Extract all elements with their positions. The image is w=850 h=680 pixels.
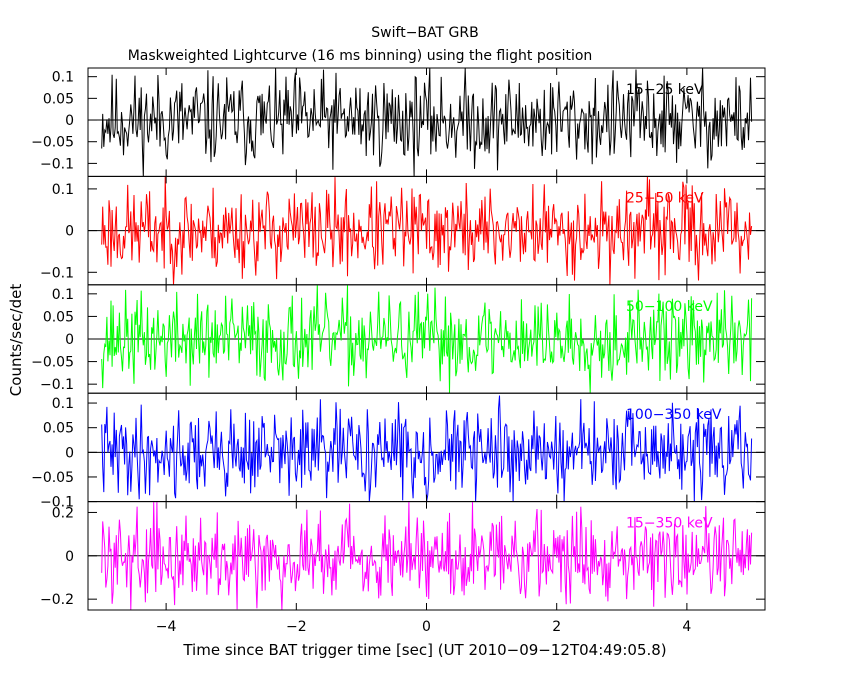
y-tick-label: −0.05 [31, 470, 74, 486]
chart-title: Swift−BAT GRB [371, 25, 478, 41]
panels-group: 15−25 keV 0.1 0.05 0 −0.05 −0.1 25−50 keV 0.1 0 −… [31, 67, 766, 611]
y-tick-label: 0 [65, 549, 74, 565]
y-tick-label: 0 [65, 113, 74, 129]
y-tick-label: −0.2 [40, 592, 74, 608]
y-tick-label: −0.05 [31, 355, 74, 371]
y-tick-label: 0.05 [43, 91, 74, 107]
y-tick-label: −0.1 [40, 156, 74, 172]
y-tick-label: −0.1 [40, 495, 74, 511]
series-line [101, 176, 753, 285]
x-tick-label: 4 [682, 619, 691, 635]
x-axis-label: Time since BAT trigger time [sec] (UT 20… [182, 641, 666, 659]
y-tick-label: 0.1 [52, 287, 74, 303]
y-tick-label: 0 [65, 224, 74, 240]
y-tick-label: 0 [65, 332, 74, 348]
band-label: 100−350 keV [626, 407, 722, 423]
y-tick-label: 0.1 [52, 396, 74, 412]
y-tick-label: 0.1 [52, 182, 74, 198]
band-label: 15−350 keV [626, 516, 713, 532]
band-label: 15−25 keV [626, 82, 704, 98]
panel-1: 15−25 keV 0.1 0.05 0 −0.05 −0.1 [31, 67, 766, 177]
y-tick-label: −0.1 [40, 265, 74, 281]
panel-5: 15−350 keV 0.2 0 −0.2 [40, 501, 766, 611]
x-tick-label: −2 [286, 619, 307, 635]
panel-3: 50−100 keV 0.1 0.05 0 −0.05 −0.1 [31, 284, 766, 394]
y-tick-label: 0.1 [52, 70, 74, 86]
y-tick-label: 0.05 [43, 309, 74, 325]
x-tick-label: −4 [156, 619, 177, 635]
panel-2: 25−50 keV 0.1 0 −0.1 [40, 175, 766, 286]
y-tick-label: 0.2 [52, 505, 74, 521]
panel-4: 100−350 keV 0.1 0.05 0 −0.05 −0.1 [31, 392, 766, 511]
series-line [101, 67, 753, 177]
x-tick-label: 0 [422, 619, 431, 635]
series-line [101, 501, 753, 611]
y-tick-label: −0.1 [40, 377, 74, 393]
y-axis-label: Counts/sec/det [7, 284, 25, 397]
y-tick-label: −0.05 [31, 135, 74, 151]
series-line [101, 284, 753, 394]
y-tick-label: 0 [65, 445, 74, 461]
band-label: 50−100 keV [626, 299, 713, 315]
band-label: 25−50 keV [626, 190, 704, 206]
chart-subtitle: Maskweighted Lightcurve (16 ms binning) … [128, 48, 593, 64]
x-tick-label: 2 [552, 619, 561, 635]
x-axis: −4 −2 0 2 4 [156, 619, 692, 635]
y-tick-label: 0.05 [43, 421, 74, 437]
